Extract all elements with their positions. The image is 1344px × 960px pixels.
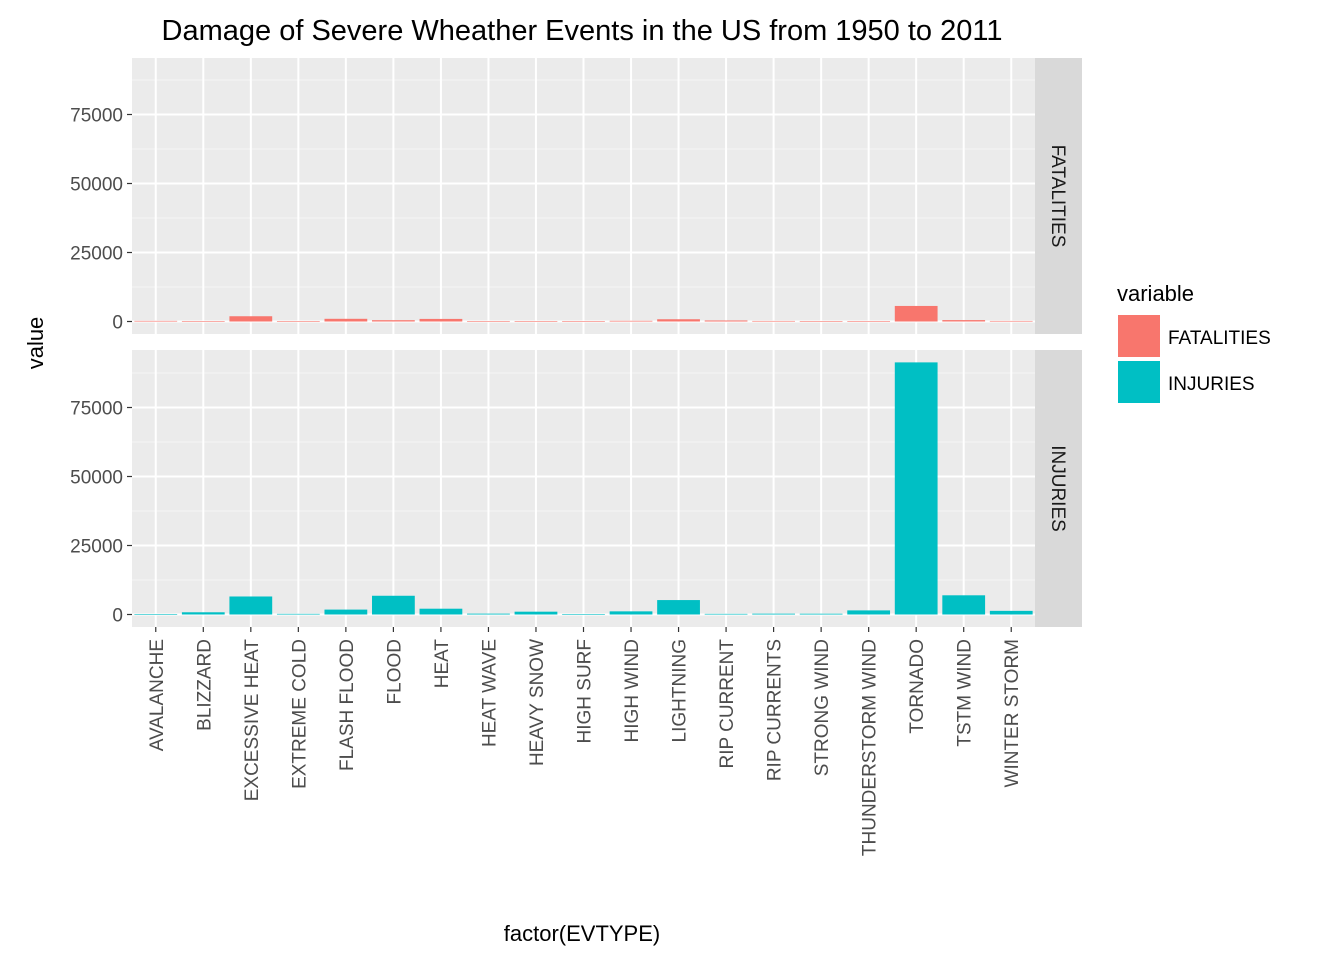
bar-fatalities-extreme-cold: EXTREME COLD: 160	[276, 321, 320, 322]
bar-injuries-high-surf: HIGH SURF: 156	[562, 614, 605, 615]
bar-injuries-blizzard: BLIZZARD: 805	[181, 612, 225, 615]
bar-injuries-heat: HEAT: 2100	[419, 608, 463, 615]
bar-fatalities-flash-flood: FLASH FLOOD: 978	[324, 318, 368, 322]
chart-title: Damage of Severe Wheather Events in the …	[162, 15, 1003, 47]
bar-injuries-excessive-heat: EXCESSIVE HEAT: 6525	[229, 596, 273, 615]
x-tick-label: HIGH SURF	[575, 639, 596, 744]
bar-injuries-tornado: TORNADO: 91346	[894, 362, 938, 615]
bar-fatalities-winter-storm: WINTER STORM: 206	[989, 320, 1033, 322]
y-axis-title: value	[23, 317, 48, 370]
x-tick-label: AVALANCHE	[147, 639, 168, 751]
bar-fatalities-excessive-heat: EXCESSIVE HEAT: 1903	[229, 316, 273, 322]
x-tick-label: BLIZZARD	[194, 639, 215, 731]
y-tick-label: 25000	[70, 244, 123, 265]
bar-injuries-heavy-snow: HEAVY SNOW: 1021	[514, 611, 558, 615]
bar-fatalities-strong-wind: STRONG WIND: 103	[799, 321, 843, 322]
bar-fatalities-rip-currents: RIP CURRENTS: 204	[752, 320, 795, 322]
bar-fatalities-heavy-snow: HEAVY SNOW: 127	[514, 321, 558, 322]
y-tick-label: 0	[112, 313, 123, 334]
legend-label-fatalities: FATALITIES	[1168, 328, 1271, 349]
x-tick-label: EXCESSIVE HEAT	[242, 639, 263, 802]
legend-key-fatalities	[1118, 315, 1160, 357]
bar-fatalities-high-surf: HIGH SURF: 101	[562, 321, 605, 322]
x-tick-label: TORNADO	[907, 639, 928, 734]
bar-injuries-flood: FLOOD: 6789	[372, 595, 415, 615]
facet-strip-label: FATALITIES	[1047, 145, 1068, 248]
x-tick-label: FLASH FLOOD	[337, 639, 358, 771]
x-tick-label: STRONG WIND	[812, 639, 833, 776]
bar-injuries-rip-current: RIP CURRENT: 232	[704, 613, 748, 615]
legend-label-injuries: INJURIES	[1168, 374, 1255, 395]
y-tick-label: 50000	[70, 175, 123, 196]
y-tick-label: 0	[112, 606, 123, 627]
bar-fatalities-heat: HEAT: 937	[419, 318, 463, 322]
x-tick-label: THUNDERSTORM WIND	[860, 639, 881, 856]
bar-fatalities-high-wind: HIGH WIND: 248	[609, 320, 653, 322]
bar-injuries-rip-currents: RIP CURRENTS: 297	[752, 613, 795, 615]
bar-fatalities-tornado: TORNADO: 5633	[894, 305, 938, 322]
bar-injuries-high-wind: HIGH WIND: 1137	[609, 611, 653, 615]
bar-fatalities-thunderstorm-wind: THUNDERSTORM WIND: 133	[847, 321, 891, 322]
bar-injuries-heat-wave: HEAT WAVE: 309	[467, 613, 510, 615]
facet-strip	[1035, 58, 1082, 334]
y-tick-label: 50000	[70, 468, 123, 489]
x-tick-label: FLOOD	[384, 639, 405, 704]
bar-injuries-winter-storm: WINTER STORM: 1321	[989, 610, 1033, 615]
bar-injuries-thunderstorm-wind: THUNDERSTORM WIND: 1488	[847, 610, 891, 615]
panel-fatalities: AVALANCHE: 224BLIZZARD: 101 EXCESSIVE HEA…	[70, 58, 1082, 334]
legend-title: variable	[1117, 281, 1194, 306]
bar-fatalities-blizzard: BLIZZARD: 101	[181, 321, 225, 322]
bar-fatalities-lightning: LIGHTNING: 816	[657, 319, 700, 322]
bar-fatalities-flood: FLOOD: 470	[372, 320, 415, 322]
bar-injuries-strong-wind: STRONG WIND: 280	[799, 613, 843, 615]
x-tick-label: WINTER STORM	[1002, 639, 1023, 787]
panel-injuries: AVALANCHE: 170BLIZZARD: 805 EXCESSIVE HEA…	[70, 350, 1082, 627]
bar-injuries-lightning: LIGHTNING: 5230	[657, 600, 700, 615]
bar-fatalities-avalanche: AVALANCHE: 224	[134, 320, 178, 322]
x-tick-label: RIP CURRENT	[717, 639, 738, 769]
legend: variable FATALITIES INJURIES	[1117, 281, 1271, 403]
x-tick-label: HEAT WAVE	[479, 639, 500, 747]
x-tick-label: RIP CURRENTS	[765, 639, 786, 781]
legend-key-injuries	[1118, 361, 1160, 403]
x-axis-title: factor(EVTYPE)	[504, 921, 660, 946]
y-tick-label: 75000	[70, 399, 123, 420]
x-tick-label: HEAVY SNOW	[527, 639, 548, 766]
bar-injuries-tstm-wind: TSTM WIND: 6957	[942, 595, 986, 615]
x-tick-label: HEAT	[432, 639, 453, 689]
bar-injuries-avalanche: AVALANCHE: 170	[134, 614, 178, 615]
bar-injuries-extreme-cold: EXTREME COLD: 231	[276, 613, 320, 615]
x-tick-label: TSTM WIND	[955, 639, 976, 747]
bar-fatalities-heat-wave: HEAT WAVE: 172	[467, 321, 510, 322]
bar-injuries-flash-flood: FLASH FLOOD: 1777	[324, 609, 368, 615]
x-tick-label: LIGHTNING	[670, 639, 691, 742]
y-tick-label: 75000	[70, 106, 123, 127]
bar-fatalities-rip-current: RIP CURRENT: 368	[704, 320, 748, 322]
x-tick-label: HIGH WIND	[622, 639, 643, 742]
x-tick-label: EXTREME COLD	[289, 639, 310, 789]
y-tick-label: 25000	[70, 537, 123, 558]
bar-fatalities-tstm-wind: TSTM WIND: 504	[942, 320, 986, 322]
facet-strip-label: INJURIES	[1047, 445, 1068, 532]
facet-strip	[1035, 350, 1082, 627]
